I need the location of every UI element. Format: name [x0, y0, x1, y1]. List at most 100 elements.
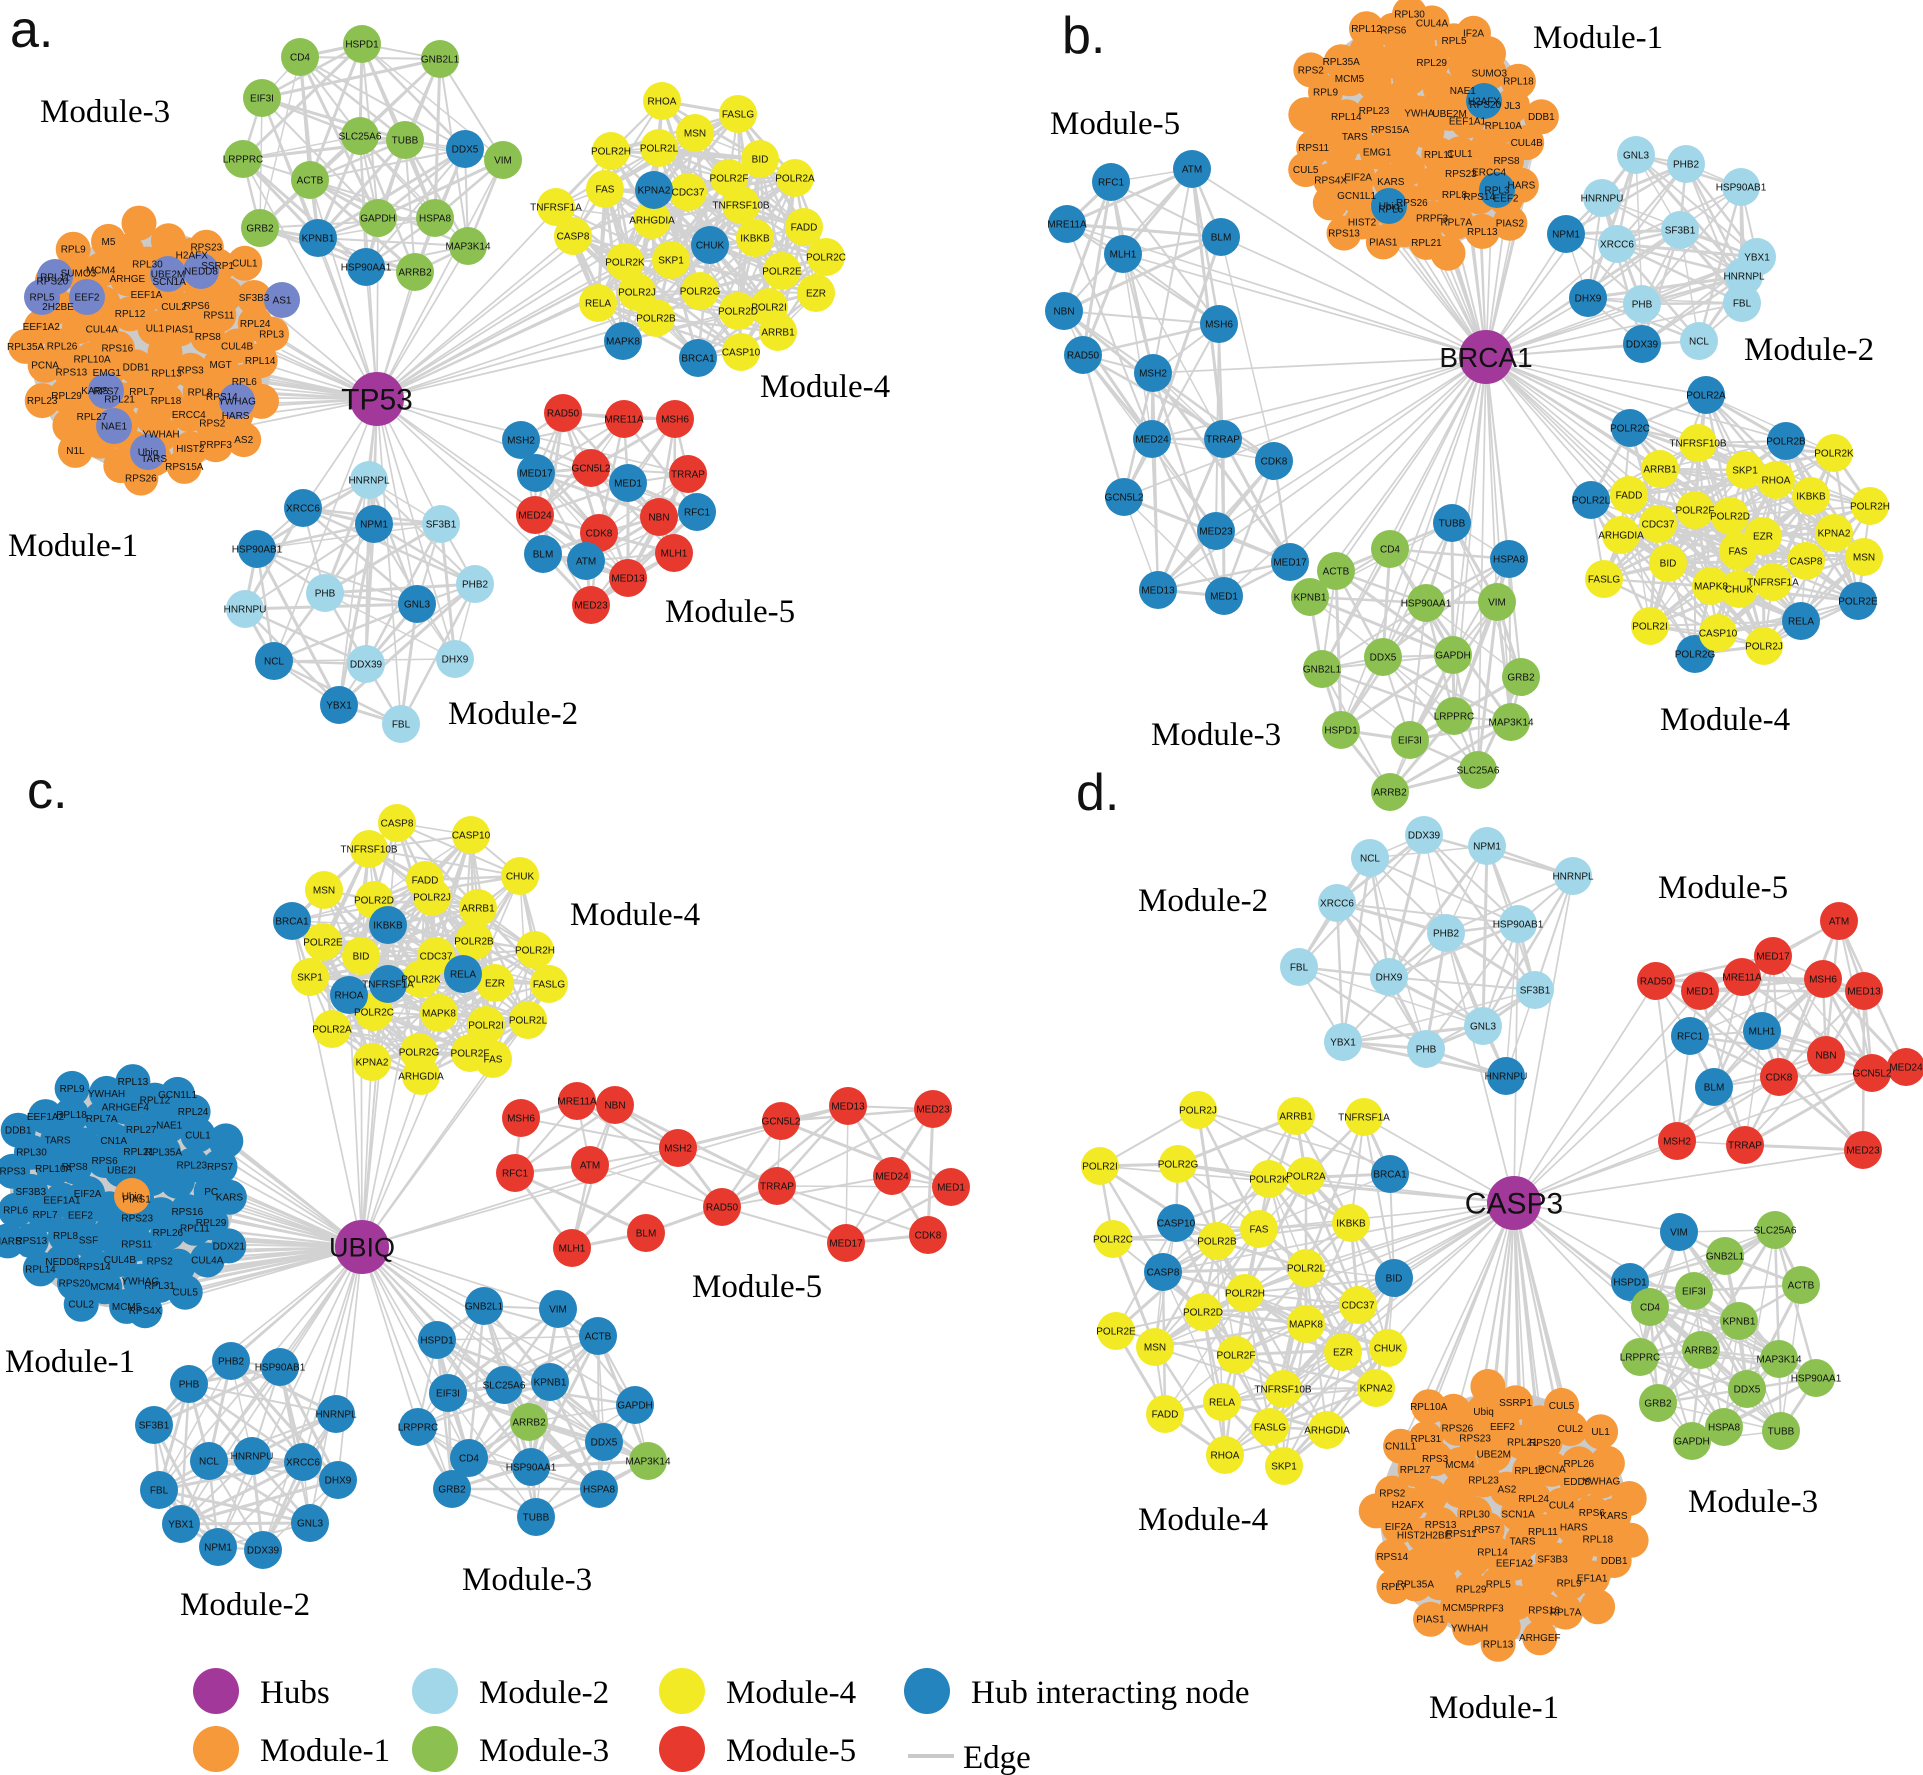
svg-text:MED17: MED17: [829, 1238, 863, 1249]
svg-text:RPS3: RPS3: [0, 1167, 26, 1178]
svg-text:RPL7A: RPL7A: [1550, 1608, 1582, 1619]
svg-text:BLM: BLM: [1704, 1082, 1725, 1093]
svg-text:SUMO3: SUMO3: [1472, 68, 1508, 79]
svg-text:MSH6: MSH6: [507, 1113, 535, 1124]
svg-text:CN1L1: CN1L1: [1385, 1442, 1417, 1453]
svg-text:HNRNPL: HNRNPL: [1723, 271, 1765, 282]
svg-text:EF1A1: EF1A1: [1577, 1573, 1608, 1584]
svg-text:POLR2D: POLR2D: [354, 895, 394, 906]
svg-text:RPS6: RPS6: [184, 301, 211, 312]
svg-text:Module-5: Module-5: [1658, 870, 1788, 906]
svg-text:RPL27: RPL27: [126, 1125, 157, 1136]
svg-text:RPS23: RPS23: [1459, 1433, 1491, 1444]
svg-text:HSPA8: HSPA8: [1708, 1422, 1740, 1433]
svg-text:Module-1: Module-1: [1429, 1690, 1559, 1726]
svg-text:UL1: UL1: [146, 323, 165, 334]
svg-text:MED23: MED23: [1199, 526, 1233, 537]
svg-text:RPS14: RPS14: [1463, 192, 1495, 203]
svg-text:HSPD1: HSPD1: [420, 1335, 454, 1346]
svg-text:UBE2I: UBE2I: [107, 1166, 136, 1177]
svg-text:TNFRSF10B: TNFRSF10B: [340, 844, 398, 855]
svg-text:TNFRSF10B: TNFRSF10B: [712, 200, 770, 211]
svg-text:POLR2H: POLR2H: [1225, 1288, 1265, 1299]
svg-text:EIF3I: EIF3I: [1682, 1286, 1706, 1297]
svg-text:Module-2: Module-2: [1138, 883, 1268, 919]
svg-text:SF3B3: SF3B3: [16, 1187, 47, 1198]
svg-text:ARHGDIA: ARHGDIA: [1304, 1425, 1350, 1436]
svg-text:TUBB: TUBB: [392, 135, 419, 146]
svg-text:EIF3I: EIF3I: [250, 93, 274, 104]
svg-text:RPS7: RPS7: [1474, 1525, 1501, 1536]
svg-text:MSN: MSN: [1144, 1342, 1166, 1353]
svg-text:CUL1: CUL1: [1447, 149, 1473, 160]
svg-text:EEF1A1: EEF1A1: [1449, 116, 1487, 127]
svg-text:CUL4A: CUL4A: [191, 1255, 224, 1266]
svg-text:SUMO3: SUMO3: [61, 269, 97, 280]
svg-text:Module-2: Module-2: [448, 696, 578, 732]
svg-text:IKBKB: IKBKB: [1336, 1218, 1366, 1229]
svg-text:ACTB: ACTB: [297, 175, 324, 186]
svg-text:CDC37: CDC37: [672, 187, 705, 198]
svg-text:RPS13: RPS13: [15, 1236, 47, 1247]
svg-text:RPS15A: RPS15A: [165, 462, 204, 473]
svg-text:RPL30: RPL30: [1394, 9, 1425, 20]
svg-text:RHOA: RHOA: [1211, 1450, 1240, 1461]
svg-text:MAPK8: MAPK8: [422, 1008, 456, 1019]
svg-text:GNB2L1: GNB2L1: [1303, 664, 1342, 675]
svg-text:Edge: Edge: [963, 1740, 1031, 1775]
svg-text:TNFRSF10B: TNFRSF10B: [1254, 1384, 1312, 1395]
svg-text:TUBB: TUBB: [1439, 518, 1466, 529]
svg-text:H2AFX: H2AFX: [1468, 96, 1501, 107]
svg-text:FBL: FBL: [1733, 298, 1752, 309]
svg-text:RPL26: RPL26: [1564, 1459, 1595, 1470]
svg-text:RPL10A: RPL10A: [35, 1164, 73, 1175]
svg-text:AS2: AS2: [1497, 1485, 1516, 1496]
svg-text:FASLG: FASLG: [1254, 1422, 1286, 1433]
svg-text:DDX5: DDX5: [1734, 1384, 1761, 1395]
svg-text:TRRAP: TRRAP: [1206, 434, 1240, 445]
svg-text:RPL35A: RPL35A: [7, 342, 45, 353]
svg-text:KARS: KARS: [1600, 1511, 1628, 1522]
svg-text:KPNA2: KPNA2: [1360, 1383, 1393, 1394]
svg-text:POLR2E: POLR2E: [1096, 1326, 1136, 1337]
svg-text:CDK8: CDK8: [586, 528, 613, 539]
svg-text:POLR2C: POLR2C: [806, 252, 846, 263]
svg-text:CHUK: CHUK: [1374, 1343, 1403, 1354]
svg-text:PCNA: PCNA: [31, 361, 59, 372]
svg-text:CHUK: CHUK: [696, 240, 725, 251]
svg-text:Module-2: Module-2: [180, 1587, 310, 1623]
svg-text:MSH2: MSH2: [1139, 368, 1167, 379]
svg-text:AS2: AS2: [234, 435, 253, 446]
svg-text:ERCC4: ERCC4: [172, 410, 206, 421]
svg-text:SLC25A6: SLC25A6: [1754, 1225, 1797, 1236]
svg-text:2H2BE: 2H2BE: [42, 302, 74, 313]
svg-text:ARRB2: ARRB2: [1684, 1345, 1718, 1356]
svg-text:GNL3: GNL3: [297, 1518, 324, 1529]
svg-text:NBN: NBN: [648, 512, 669, 523]
svg-text:RFC1: RFC1: [684, 507, 711, 518]
svg-text:POLR2L: POLR2L: [1572, 495, 1611, 506]
svg-text:BRCA1: BRCA1: [275, 916, 309, 927]
svg-text:ARHGDIA: ARHGDIA: [398, 1071, 444, 1082]
svg-text:CUL5: CUL5: [1549, 1401, 1575, 1412]
svg-text:GRB2: GRB2: [1507, 672, 1535, 683]
svg-text:SLC25A6: SLC25A6: [339, 131, 382, 142]
svg-text:RPS13: RPS13: [1328, 229, 1360, 240]
svg-text:GAPDH: GAPDH: [617, 1400, 653, 1411]
svg-text:MAP3K14: MAP3K14: [1488, 717, 1533, 728]
svg-text:POLR2D: POLR2D: [1183, 1307, 1223, 1318]
svg-text:RPL12: RPL12: [1514, 1466, 1545, 1477]
svg-text:H2AFX: H2AFX: [176, 251, 209, 262]
svg-text:EEF1A2: EEF1A2: [1496, 1559, 1534, 1570]
svg-text:ARRB1: ARRB1: [761, 327, 795, 338]
svg-text:RPS16: RPS16: [1528, 1606, 1560, 1617]
svg-text:ARRB2: ARRB2: [1373, 787, 1407, 798]
svg-text:LRPPRC: LRPPRC: [1434, 711, 1475, 722]
svg-text:ARRB2: ARRB2: [398, 267, 432, 278]
svg-text:RHOA: RHOA: [648, 96, 677, 107]
svg-text:SF3B1: SF3B1: [1520, 985, 1551, 996]
svg-text:RPL24: RPL24: [178, 1107, 209, 1118]
svg-text:DDB1: DDB1: [123, 362, 150, 373]
svg-text:Module-4: Module-4: [760, 369, 890, 405]
svg-text:MED17: MED17: [519, 468, 553, 479]
